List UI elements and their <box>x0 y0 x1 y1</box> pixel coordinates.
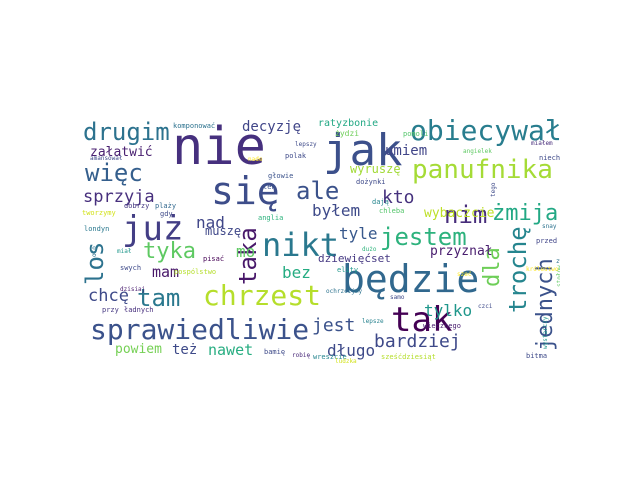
word: sprawiedliwie <box>90 313 310 346</box>
word: decyzję <box>242 119 302 135</box>
word: przy <box>102 306 119 314</box>
word: panufnika <box>412 155 553 185</box>
word: załatwić <box>90 145 153 160</box>
word: powiem <box>115 342 162 357</box>
word: amansował <box>90 155 123 162</box>
word: nad <box>196 213 225 232</box>
word: drugim <box>83 118 170 146</box>
word: nikt <box>262 226 340 264</box>
word: miałem <box>531 140 553 147</box>
word: elity <box>337 266 359 274</box>
word: komponować <box>173 122 216 130</box>
word: ratyzbonie <box>318 118 379 129</box>
word: chcę <box>88 286 129 306</box>
word: samo <box>390 294 405 301</box>
word: wreszcie <box>313 353 347 361</box>
word: byłem <box>312 201 361 220</box>
word: ładnych <box>124 306 154 314</box>
word: tam <box>137 284 181 312</box>
word: mo <box>236 242 256 261</box>
word: nawet <box>208 341 254 359</box>
word: więc <box>85 159 143 187</box>
word: anglia <box>258 214 284 222</box>
word: pomoli <box>403 130 429 138</box>
word: umiem <box>385 143 428 159</box>
word: jak <box>323 125 403 176</box>
word: nade <box>248 156 263 163</box>
word: wyruszę <box>350 162 401 176</box>
word: bardziej <box>374 331 461 352</box>
word: żmija <box>492 201 559 226</box>
word: królestwo <box>526 266 559 273</box>
word: tyle <box>339 224 378 243</box>
word: pospólstwo <box>174 268 217 276</box>
word: jestem <box>380 223 467 251</box>
word: będzie <box>342 257 480 301</box>
word: pisać <box>203 255 225 263</box>
word: dużo <box>362 246 377 253</box>
word: ochrzcijmy <box>326 288 363 295</box>
word: muszę <box>205 224 242 238</box>
word: dziewięćset <box>318 252 391 265</box>
word: chleba <box>379 207 405 215</box>
word: miał <box>117 248 132 255</box>
word: bamię <box>264 348 286 356</box>
word: też <box>172 342 198 358</box>
word: mam <box>152 263 180 281</box>
word: bez <box>282 263 311 282</box>
word: tyka <box>143 239 196 264</box>
word: angielek <box>463 148 492 155</box>
word: nie <box>172 117 266 177</box>
word: tworzymy <box>82 209 116 217</box>
word: kto <box>382 187 415 208</box>
word: ludzka <box>335 358 357 364</box>
word: polak <box>285 152 307 160</box>
word: zwe <box>556 258 560 265</box>
word: dają <box>372 198 389 206</box>
word: robię <box>292 352 311 359</box>
word: dzisiaj <box>120 286 146 293</box>
word: wybaczcie <box>424 206 495 221</box>
word: snay <box>542 223 557 230</box>
word: przed <box>536 237 558 245</box>
word-cloud: nie jak będzie już się tak chrzest spraw… <box>80 117 560 363</box>
word: lepszy <box>295 141 317 148</box>
word: ten <box>263 183 276 191</box>
word: przyznał <box>430 244 493 259</box>
word: długo <box>327 341 376 360</box>
word: ale <box>296 177 340 205</box>
word: tylko <box>424 301 473 320</box>
word: wiecznego <box>423 322 461 330</box>
word: sprzyja <box>83 187 155 207</box>
word: oto <box>91 246 98 257</box>
word: tego <box>490 182 497 197</box>
word: lepsze <box>362 318 384 325</box>
word: tak <box>391 300 453 340</box>
word: londyn <box>84 225 110 233</box>
word: czci <box>478 303 493 310</box>
word: dobrzy <box>124 202 150 210</box>
word: plaży <box>155 202 177 210</box>
word: swych <box>120 264 142 272</box>
word: chrzest <box>203 279 322 312</box>
word: nim <box>444 201 488 229</box>
word: już <box>122 209 184 249</box>
word: jest <box>312 315 356 336</box>
word: głowie <box>268 172 294 180</box>
word: dożynki <box>356 178 386 186</box>
word: żydzi <box>335 129 360 138</box>
word: się <box>211 169 280 213</box>
word: gdy <box>160 210 173 218</box>
word: bitma <box>526 352 548 360</box>
word: sześćdziesiąt <box>381 353 436 361</box>
word: wystarczy <box>542 316 549 349</box>
word: szeć <box>457 271 472 278</box>
word: niech <box>539 154 560 162</box>
word: obiecywał <box>410 117 560 147</box>
